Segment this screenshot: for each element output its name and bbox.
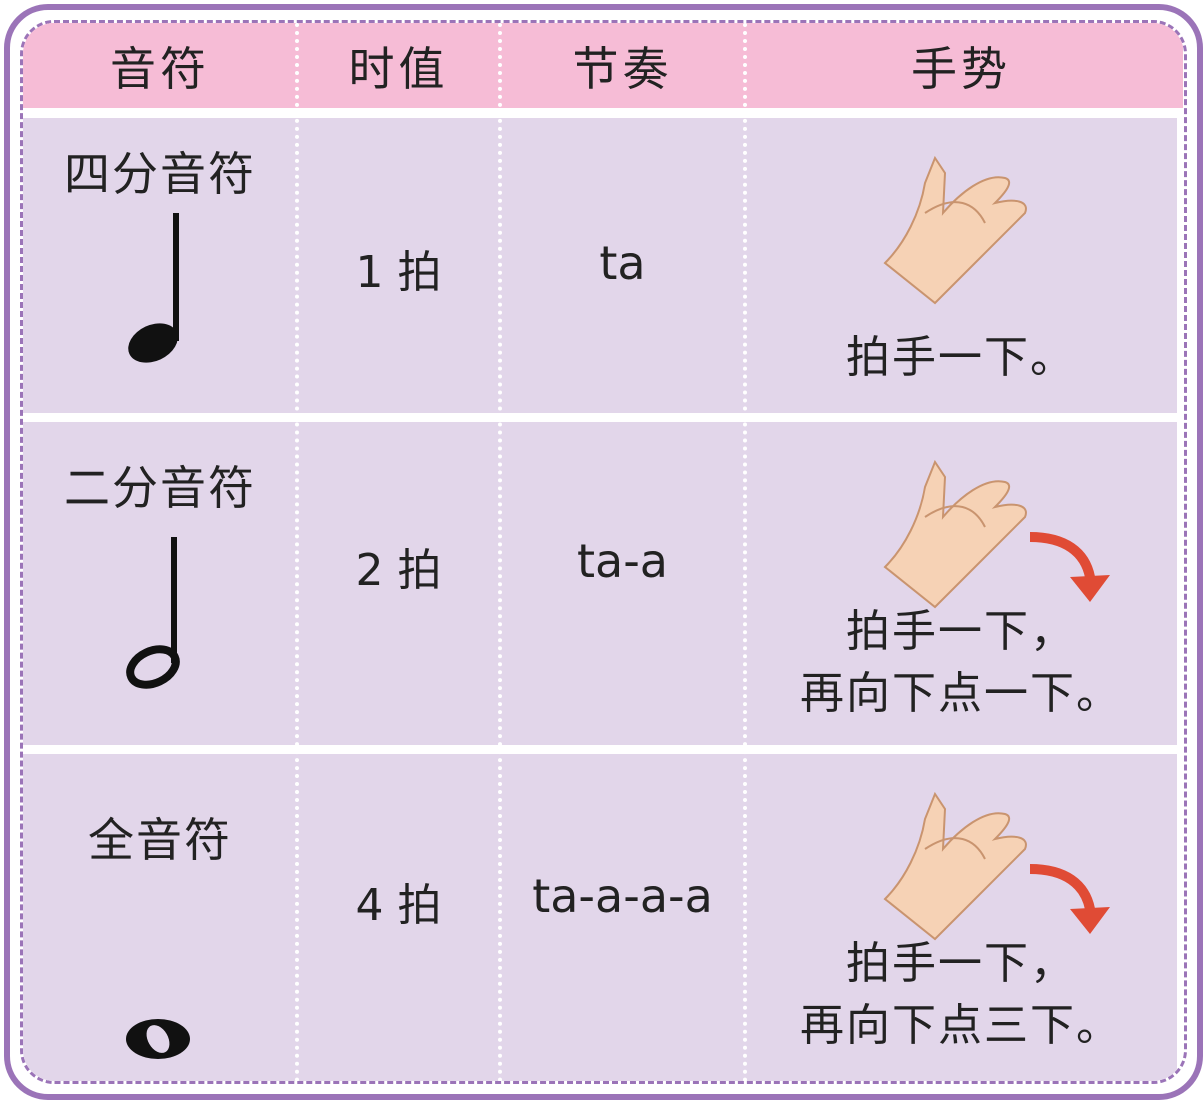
row-cell bbox=[297, 422, 500, 745]
hand-icon bbox=[883, 459, 1110, 609]
duration: 1 拍 bbox=[355, 246, 442, 298]
gesture-text: 再向下点一下。 bbox=[800, 668, 1122, 719]
row-cell bbox=[297, 754, 500, 1081]
gesture-text: 拍手一下。 bbox=[846, 332, 1076, 383]
row-cell bbox=[500, 118, 745, 413]
gesture-text: 再向下点三下。 bbox=[800, 1000, 1122, 1051]
note-symbol bbox=[128, 213, 179, 363]
gesture-text: 拍手一下， bbox=[846, 938, 1076, 989]
header-cell: 手势 bbox=[745, 23, 1177, 108]
hand-icon bbox=[883, 791, 1110, 941]
note-name: 二分音符 bbox=[64, 461, 256, 515]
note-name: 全音符 bbox=[88, 813, 232, 867]
row-cell bbox=[23, 118, 297, 413]
rhythm: ta bbox=[599, 235, 646, 290]
column-divider bbox=[743, 23, 747, 1081]
row-cell bbox=[297, 118, 500, 413]
row-cell bbox=[23, 422, 297, 745]
note-name: 四分音符 bbox=[64, 147, 256, 201]
row-cell bbox=[500, 422, 745, 745]
row-cell bbox=[745, 422, 1177, 745]
column-divider bbox=[498, 23, 502, 1081]
frame: 音符 时值 节奏 手势四分音符 1 拍 ta 拍手一下。二分音符 2 拍 ta-a 拍手一下， 再向… bbox=[4, 4, 1203, 1100]
note-symbol bbox=[126, 1019, 190, 1059]
gesture-text: 拍手一下， bbox=[846, 606, 1076, 657]
hand-icon bbox=[883, 155, 1027, 305]
column-divider bbox=[295, 23, 299, 1081]
row-cell bbox=[745, 754, 1177, 1081]
rhythm: ta-a bbox=[576, 533, 668, 588]
header-cell: 时值 bbox=[297, 23, 500, 108]
duration: 2 拍 bbox=[355, 544, 442, 596]
table: 音符 时值 节奏 手势四分音符 1 拍 ta 拍手一下。二分音符 2 拍 ta-a 拍手一下， 再向… bbox=[20, 20, 1187, 1084]
rhythm: ta-a-a-a bbox=[532, 868, 713, 923]
duration: 4 拍 bbox=[355, 879, 442, 931]
row-cell bbox=[500, 754, 745, 1081]
note-symbol bbox=[126, 537, 180, 689]
header-cell: 音符 bbox=[23, 23, 297, 108]
header-cell: 节奏 bbox=[500, 23, 745, 108]
